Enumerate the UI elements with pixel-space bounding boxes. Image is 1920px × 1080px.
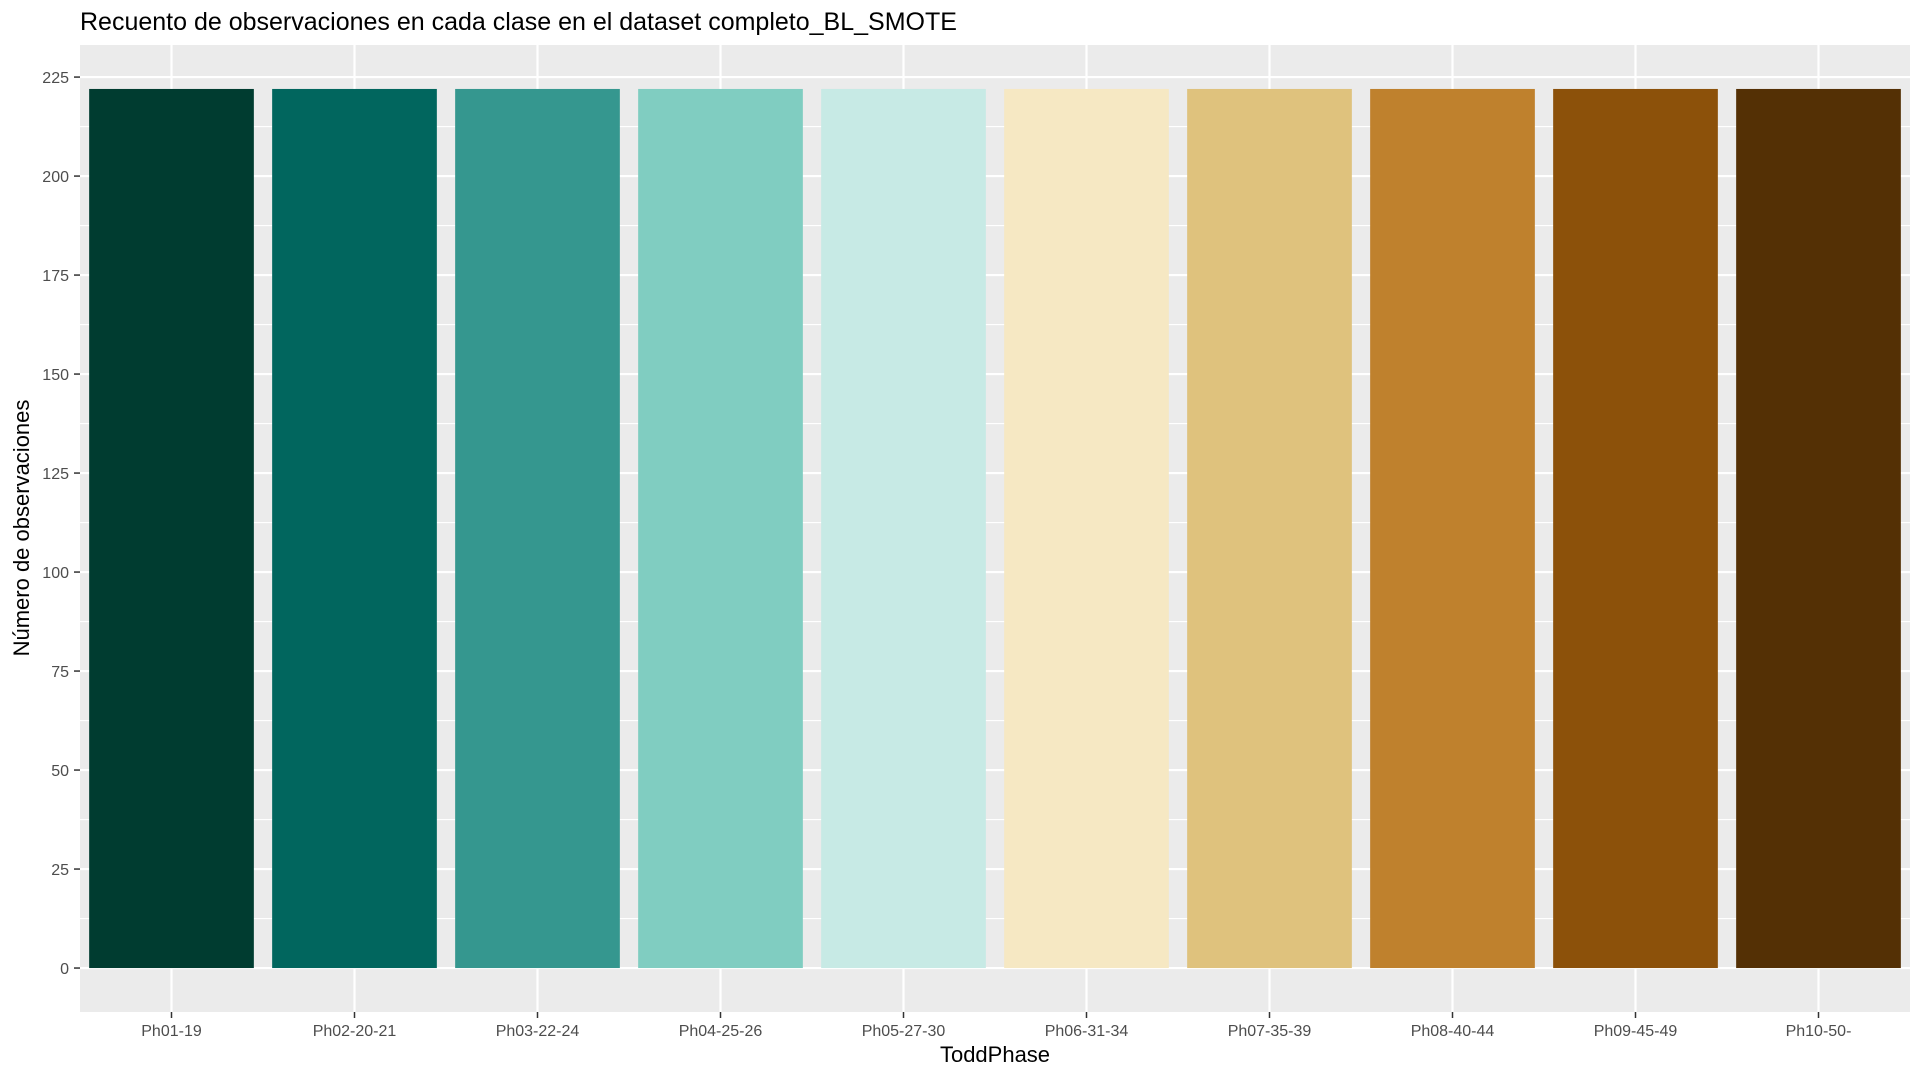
y-tick-label: 125 [42, 466, 69, 483]
bar-Ph05-27-30 [821, 88, 986, 969]
x-axis-title: ToddPhase [940, 1042, 1050, 1067]
bar-Ph09-45-49 [1553, 88, 1718, 969]
y-tick-label: 100 [42, 565, 69, 582]
x-tick-label: Ph01-19 [141, 1023, 202, 1040]
bar-Ph01-19 [89, 88, 254, 969]
x-tick-label: Ph10-50- [1786, 1023, 1852, 1040]
x-tick-label: Ph08-40-44 [1411, 1023, 1495, 1040]
y-tick-label: 175 [42, 268, 69, 285]
y-tick-label: 75 [51, 664, 69, 681]
y-axis-title: Número de observaciones [9, 400, 34, 657]
x-tick-label: Ph06-31-34 [1045, 1023, 1129, 1040]
y-tick-label: 50 [51, 763, 69, 780]
x-tick-label: Ph02-20-21 [313, 1023, 397, 1040]
x-tick-label: Ph07-35-39 [1228, 1023, 1312, 1040]
y-tick-label: 150 [42, 367, 69, 384]
x-tick-label: Ph09-45-49 [1594, 1023, 1678, 1040]
y-tick-label: 0 [60, 961, 69, 978]
chart-title: Recuento de observaciones en cada clase … [80, 8, 957, 36]
bar-Ph06-31-34 [1004, 88, 1169, 969]
bar-Ph08-40-44 [1370, 88, 1535, 969]
bar-Ph07-35-39 [1187, 88, 1352, 969]
x-axis: Ph01-19 Ph02-20-21 Ph03-22-24 Ph04-25-26 Ph0… [141, 1012, 1851, 1040]
bar-Ph10-50- [1736, 88, 1901, 969]
bar-Ph03-22-24 [455, 88, 620, 969]
x-tick-label: Ph04-25-26 [679, 1023, 763, 1040]
x-tick-label: Ph03-22-24 [496, 1023, 580, 1040]
y-tick-label: 225 [42, 70, 69, 87]
bar-Ph04-25-26 [638, 88, 803, 969]
x-tick-label: Ph05-27-30 [862, 1023, 946, 1040]
bars [89, 88, 1901, 969]
y-tick-label: 25 [51, 862, 69, 879]
bar-Ph02-20-21 [272, 88, 437, 969]
y-tick-label: 200 [42, 169, 69, 186]
y-axis: 0 25 50 75 100 125 150 175 200 225 [42, 70, 80, 978]
